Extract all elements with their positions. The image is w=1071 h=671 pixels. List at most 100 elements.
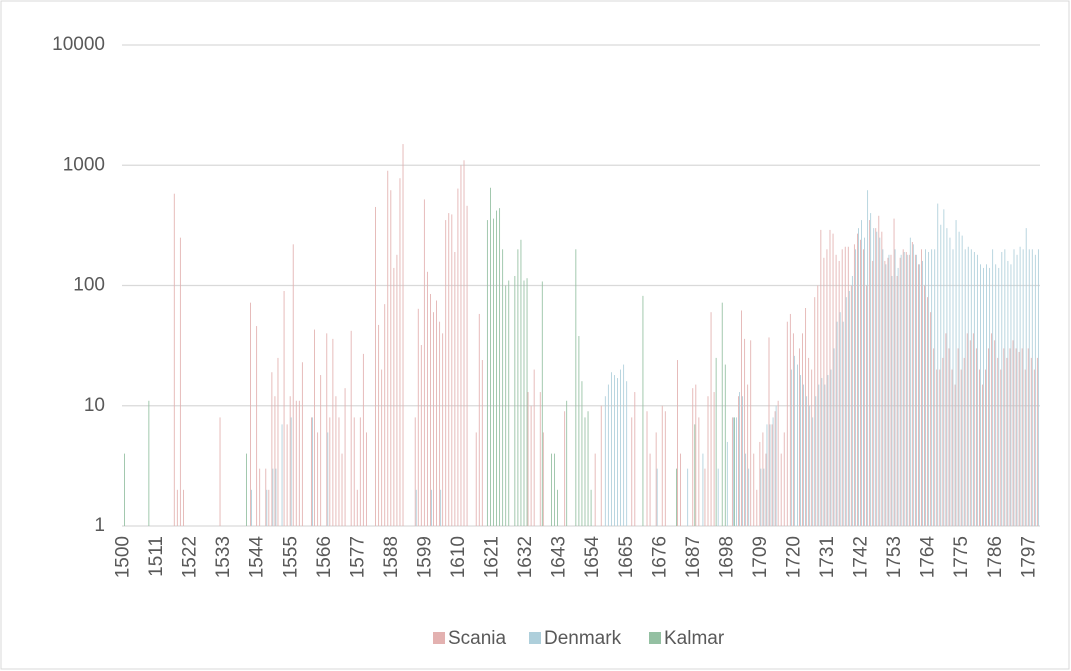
bar xyxy=(259,468,261,526)
bar xyxy=(664,411,666,526)
bar xyxy=(1009,348,1011,526)
bar xyxy=(604,396,606,526)
bar xyxy=(811,369,813,526)
bar xyxy=(356,489,358,526)
bar xyxy=(988,348,990,526)
x-tick-label: 1698 xyxy=(716,536,737,578)
bar xyxy=(1031,249,1033,526)
bar xyxy=(1037,249,1039,526)
bar xyxy=(634,392,636,526)
bar xyxy=(704,468,706,526)
bar xyxy=(992,249,994,526)
bar xyxy=(420,345,422,526)
bar xyxy=(734,417,735,526)
bar xyxy=(514,275,516,526)
bar xyxy=(414,417,416,526)
bar xyxy=(365,432,367,526)
bar xyxy=(523,280,525,526)
bar xyxy=(894,249,896,526)
bar xyxy=(656,468,658,526)
bar xyxy=(985,369,986,526)
bar xyxy=(850,285,852,526)
bar xyxy=(578,336,580,526)
legend-label: Denmark xyxy=(544,628,622,649)
bar xyxy=(320,375,322,526)
bar xyxy=(551,453,552,526)
bar xyxy=(179,237,181,527)
bar xyxy=(173,193,175,526)
bar xyxy=(617,378,618,526)
bar xyxy=(721,302,723,526)
bar xyxy=(314,329,316,526)
bar xyxy=(833,348,835,526)
bar xyxy=(286,424,288,526)
bar xyxy=(715,357,717,526)
x-tick-label: 1599 xyxy=(414,536,435,578)
bar xyxy=(481,360,483,526)
bar xyxy=(835,254,837,527)
bar xyxy=(783,432,785,526)
bar xyxy=(738,396,739,526)
bar xyxy=(848,291,850,526)
bar xyxy=(724,364,726,526)
bar xyxy=(997,357,999,526)
bar xyxy=(803,384,804,526)
bar xyxy=(963,357,965,526)
bar xyxy=(830,369,832,526)
bar xyxy=(824,384,826,526)
bar xyxy=(445,220,447,527)
bar xyxy=(499,208,501,526)
bar xyxy=(475,432,477,526)
bar xyxy=(508,280,510,526)
bar xyxy=(436,300,437,526)
bar xyxy=(692,388,694,526)
x-tick-label: 1665 xyxy=(616,536,637,578)
bar xyxy=(870,213,872,526)
bar xyxy=(564,411,566,526)
x-tick-label: 1731 xyxy=(817,536,838,578)
bar xyxy=(554,453,555,526)
bar xyxy=(311,417,312,526)
bar xyxy=(927,297,929,526)
x-tick-label: 1775 xyxy=(951,536,972,578)
bar xyxy=(845,297,847,526)
bar xyxy=(973,251,975,527)
bar xyxy=(930,312,932,526)
bar xyxy=(1013,249,1015,526)
bar xyxy=(275,468,277,526)
bar xyxy=(762,432,764,526)
bar xyxy=(219,417,221,526)
bar xyxy=(281,424,283,526)
bar xyxy=(818,384,820,526)
bar xyxy=(948,348,950,526)
bar xyxy=(759,441,761,526)
bar xyxy=(726,441,728,526)
bar xyxy=(557,489,558,526)
x-tick-label: 1621 xyxy=(482,536,503,578)
bar xyxy=(530,405,532,526)
bar xyxy=(1019,246,1021,527)
bar xyxy=(677,360,678,526)
bar xyxy=(951,369,953,526)
x-tick-label: 1643 xyxy=(549,536,570,578)
bar xyxy=(806,396,808,526)
bar xyxy=(566,400,568,526)
bar xyxy=(277,357,279,526)
bar xyxy=(860,239,861,526)
bar xyxy=(439,321,441,526)
bar xyxy=(760,468,762,526)
bar xyxy=(631,417,633,526)
bar xyxy=(802,333,803,526)
bar xyxy=(986,264,987,526)
bar xyxy=(982,384,983,526)
bar xyxy=(587,411,589,526)
bar xyxy=(289,396,291,526)
bar xyxy=(1000,369,1002,526)
bar xyxy=(298,400,300,526)
bar xyxy=(1027,348,1029,526)
bar xyxy=(661,405,663,526)
bar xyxy=(937,203,939,526)
x-tick-label: 1533 xyxy=(213,536,234,578)
bar xyxy=(747,384,749,526)
